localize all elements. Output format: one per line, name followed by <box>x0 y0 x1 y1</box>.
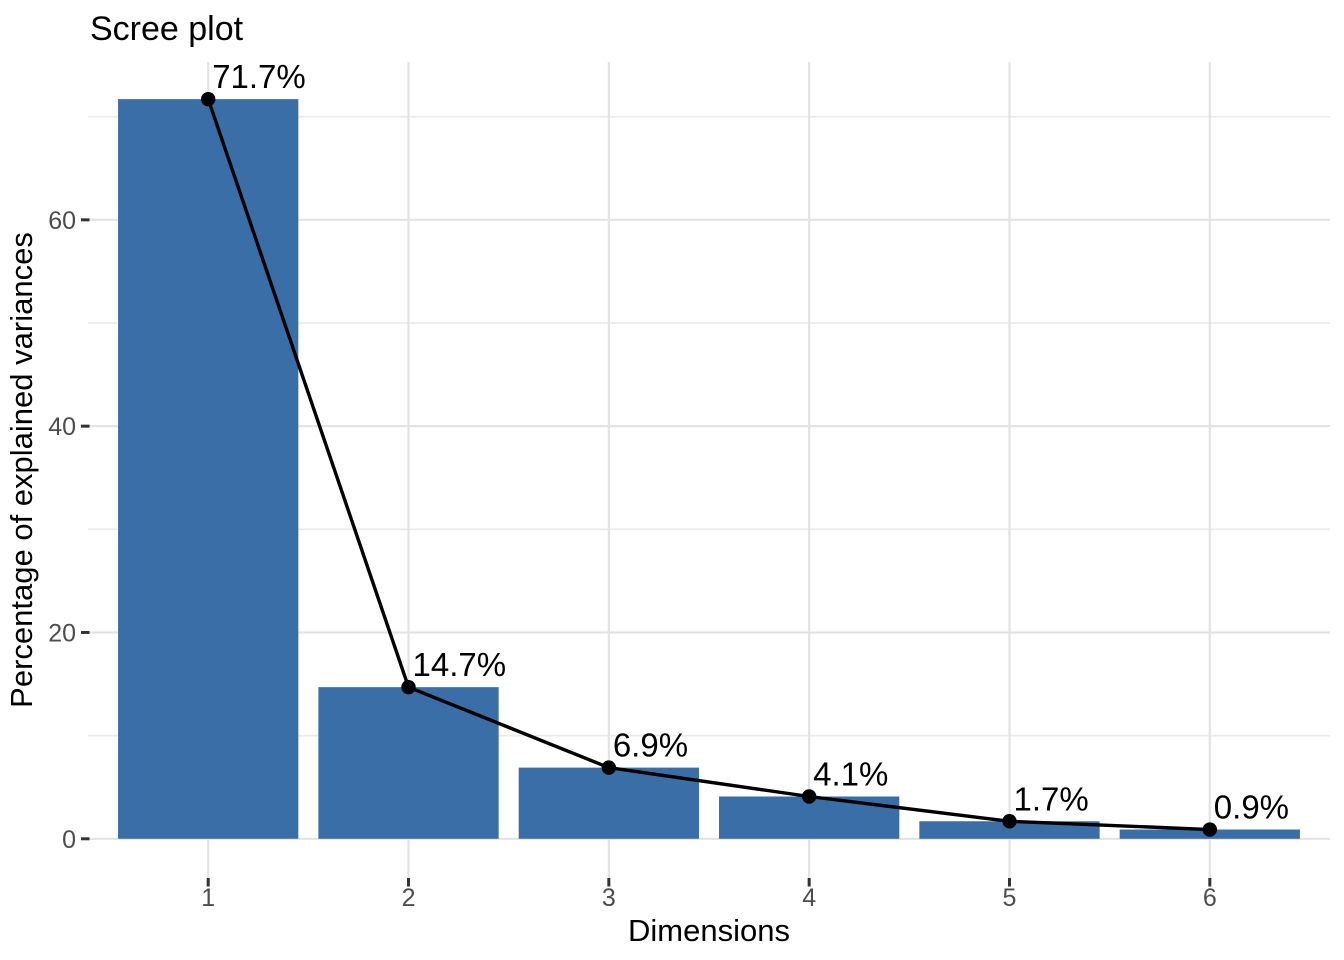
point-label-4: 4.1% <box>813 756 888 793</box>
variance-line <box>206 98 1210 832</box>
point-dimension-6 <box>1202 822 1218 837</box>
point-dimension-5 <box>1002 814 1017 829</box>
bar-dimension-5 <box>919 821 1100 839</box>
point-label-2: 14.7% <box>413 646 507 683</box>
line-path <box>206 98 1210 832</box>
point-label-5: 1.7% <box>1013 780 1088 817</box>
variance-bars <box>118 99 1300 839</box>
variance-points <box>200 91 1218 837</box>
chart-title: Scree plot <box>90 10 244 48</box>
bar-dimension-1 <box>118 99 299 839</box>
point-label-3: 6.9% <box>613 727 688 764</box>
x-axis-ticks <box>206 878 1212 887</box>
x-axis-title: Dimensions <box>628 913 790 948</box>
variance-point-labels: 71.7% 14.7% 6.9% 4.1% 1.7% 0.9% <box>212 58 1289 825</box>
y-tick-label-60: 60 <box>48 207 76 235</box>
point-dimension-4 <box>801 789 817 804</box>
point-dimension-3 <box>601 760 617 775</box>
point-label-1: 71.7% <box>212 58 306 95</box>
x-tick-label-6: 6 <box>1203 884 1217 912</box>
x-tick-label-4: 4 <box>802 884 816 912</box>
point-dimension-2 <box>401 679 416 695</box>
point-dimension-1 <box>200 91 216 107</box>
y-axis-ticks <box>81 218 90 841</box>
bar-dimension-3 <box>518 767 699 839</box>
y-tick-label-40: 40 <box>48 413 76 441</box>
y-tick-label-20: 20 <box>48 619 76 647</box>
y-axis-tick-labels: 0 20 40 60 <box>48 207 76 854</box>
point-label-6: 0.9% <box>1214 789 1289 826</box>
x-tick-label-3: 3 <box>602 884 616 912</box>
x-tick-label-2: 2 <box>402 884 416 912</box>
x-axis-tick-labels: 1 2 3 4 5 6 <box>201 884 1217 912</box>
x-tick-label-1: 1 <box>201 884 215 912</box>
x-tick-label-5: 5 <box>1003 884 1017 912</box>
bar-dimension-2 <box>318 687 499 839</box>
y-axis-title: Percentage of explained variances <box>4 232 39 708</box>
y-tick-label-0: 0 <box>62 826 76 854</box>
